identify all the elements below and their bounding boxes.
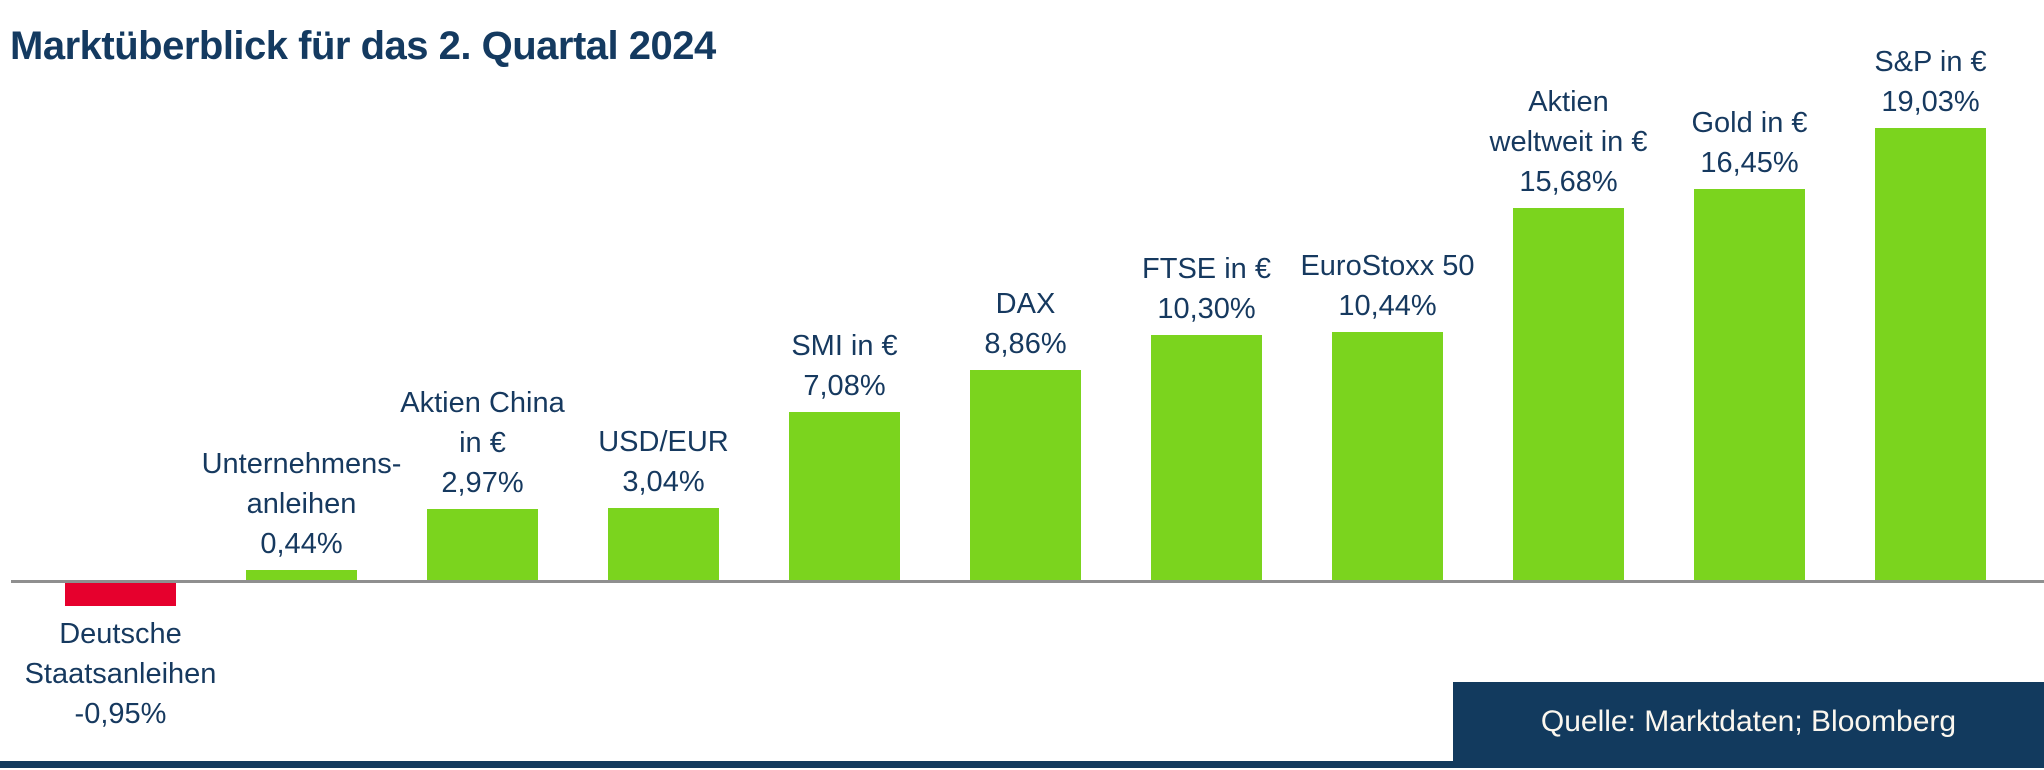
bar-label-sp: S&P in €19,03% xyxy=(1874,46,1987,118)
bar-label-gold: Gold in €16,45% xyxy=(1691,107,1808,179)
bar-label-usd-eur: USD/EUR 3,04% xyxy=(598,426,729,498)
chart-title: Marktüberblick für das 2. Quartal 2024 xyxy=(10,24,716,68)
bar-label-smi: SMI in €7,08% xyxy=(791,330,898,402)
bar-smi xyxy=(789,412,900,580)
bar-aktien-china xyxy=(427,509,538,580)
bar-dax xyxy=(970,370,1081,580)
source-box: Quelle: Marktdaten; Bloomberg xyxy=(1453,682,2044,761)
bar-label-aktien-weltweit: Aktien weltweit in €15,68% xyxy=(1489,86,1648,198)
bar-ftse xyxy=(1151,335,1262,580)
bar-label-deutsche-staatsanleihen: Deutsche Staatsanleihen -0,95% xyxy=(24,618,217,730)
bar-label-unternehmensanleihen: Unternehmens-anleihen 0,44% xyxy=(201,448,402,560)
bar-aktien-weltweit xyxy=(1513,208,1624,580)
bar-eurostoxx-50 xyxy=(1332,332,1443,580)
bar-label-eurostoxx-50: EuroStoxx 50 10,44% xyxy=(1300,250,1475,322)
bar-usd-eur xyxy=(608,508,719,580)
footer-bar xyxy=(0,761,2044,768)
x-axis-baseline xyxy=(11,580,2044,583)
bar-unternehmensanleihen xyxy=(246,570,357,580)
bar-label-aktien-china: Aktien China in €2,97% xyxy=(400,387,565,499)
source-label: Quelle: Marktdaten; Bloomberg xyxy=(1540,704,1957,738)
bar-label-ftse: FTSE in €10,30% xyxy=(1142,253,1271,325)
bar-gold xyxy=(1694,189,1805,580)
bar-label-dax: DAX 8,86% xyxy=(984,288,1067,360)
bar-sp xyxy=(1875,128,1986,580)
bar-deutsche-staatsanleihen xyxy=(65,583,176,606)
